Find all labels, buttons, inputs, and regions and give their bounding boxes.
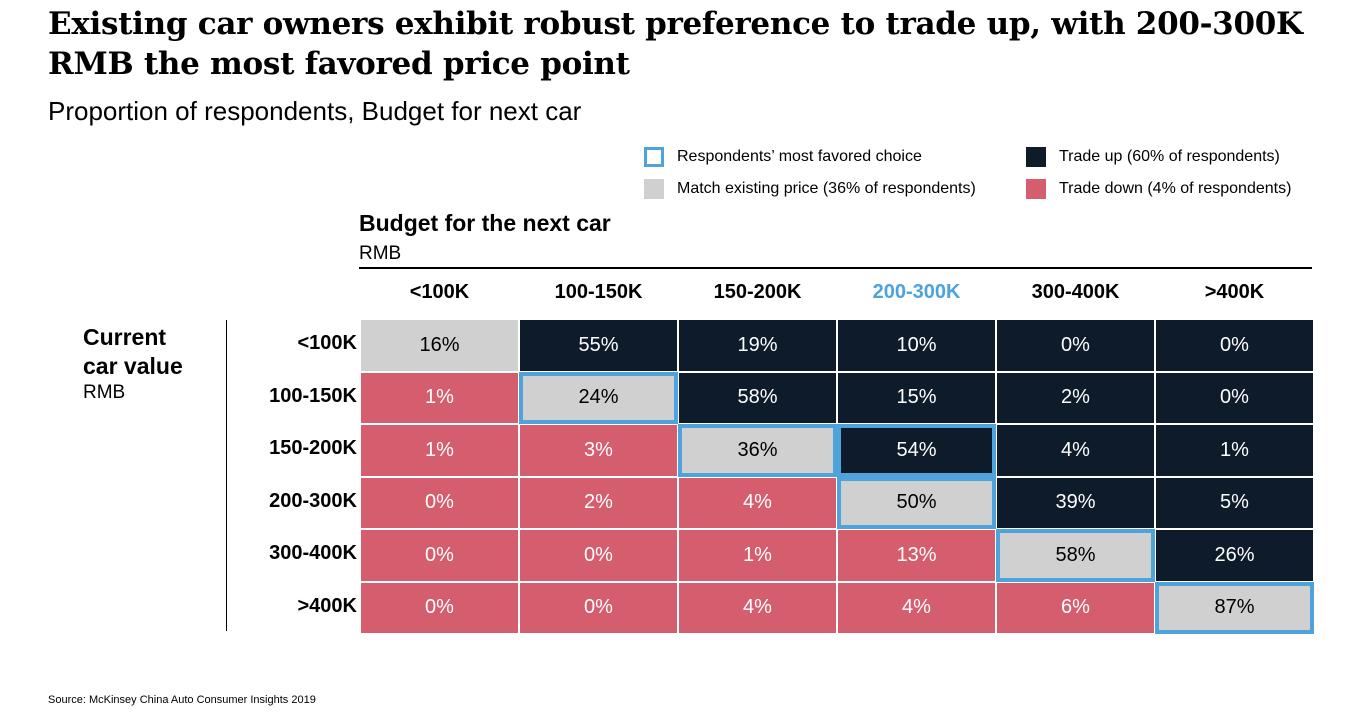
legend-label: Trade up (60% of respondents) xyxy=(1059,148,1280,165)
heatmap-cell: 0% xyxy=(1155,319,1314,372)
legend-swatch-icon xyxy=(1026,147,1046,167)
legend-swatch-icon xyxy=(1026,179,1046,199)
column-header: >400K xyxy=(1204,281,1265,303)
column-header: 150-200K xyxy=(713,281,802,303)
heatmap-cell: 0% xyxy=(996,319,1155,372)
heatmap-cell: 4% xyxy=(678,476,837,529)
column-header: 300-400K xyxy=(1031,281,1120,303)
legend-favored: Respondents’ most favored choice xyxy=(644,146,922,168)
heatmap-cell: 0% xyxy=(1155,371,1314,424)
column-header: <100K xyxy=(409,281,470,303)
row-header: 300-400K xyxy=(269,542,357,564)
heatmap-cell: 4% xyxy=(678,581,837,634)
heatmap-cell-favored: 36% xyxy=(678,424,837,477)
heatmap-cell: 0% xyxy=(519,529,678,582)
legend-outline-swatch-icon xyxy=(644,147,664,167)
heatmap-cell: 0% xyxy=(360,581,519,634)
heatmap-cell: 0% xyxy=(360,529,519,582)
legend-swatch-icon xyxy=(644,179,664,199)
source-note: Source: McKinsey China Auto Consumer Ins… xyxy=(48,694,316,706)
heatmap-cell: 15% xyxy=(837,371,996,424)
row-header: <100K xyxy=(297,332,358,354)
y-axis-unit: RMB xyxy=(83,382,126,403)
heatmap-cell-favored: 50% xyxy=(837,476,996,529)
row-header: >400K xyxy=(297,594,358,617)
page-subtitle: Proportion of respondents, Budget for ne… xyxy=(48,96,582,126)
heatmap-cell: 5% xyxy=(1155,476,1314,529)
heatmap-cell: 19% xyxy=(678,319,837,372)
legend-label: Match existing price (36% of respondents… xyxy=(677,180,976,197)
heatmap-cell: 4% xyxy=(996,424,1155,477)
row-header: 100-150K xyxy=(269,384,357,407)
heatmap-cell: 1% xyxy=(360,371,519,424)
legend-match: Match existing price (36% of respondents… xyxy=(644,178,976,200)
heatmap-cell: 1% xyxy=(678,529,837,582)
heatmap-cell: 16% xyxy=(360,319,519,372)
heatmap-cell: 2% xyxy=(996,371,1155,424)
heatmap-cell-favored: 58% xyxy=(996,529,1155,582)
heatmap-cell: 3% xyxy=(519,424,678,477)
heatmap-cell-favored: 87% xyxy=(1155,581,1314,634)
column-header: 200-300K xyxy=(872,281,961,303)
heatmap-cell: 39% xyxy=(996,476,1155,529)
heatmap-cell: 0% xyxy=(360,476,519,529)
row-header: 150-200K xyxy=(269,437,357,459)
heatmap-cell: 13% xyxy=(837,529,996,582)
legend-trade-down: Trade down (4% of respondents) xyxy=(1026,178,1291,200)
heatmap-cell: 1% xyxy=(1155,424,1314,477)
heatmap-cell: 1% xyxy=(360,424,519,477)
row-header-divider xyxy=(226,320,227,631)
heatmap-cell: 6% xyxy=(996,581,1155,634)
x-axis-unit: RMB xyxy=(359,243,402,264)
legend-trade-up: Trade up (60% of respondents) xyxy=(1026,146,1280,168)
heatmap-cell: 58% xyxy=(678,371,837,424)
heatmap-cell: 2% xyxy=(519,476,678,529)
heatmap-cell-favored: 24% xyxy=(519,371,678,424)
heatmap-cell: 4% xyxy=(837,581,996,634)
page-title: Existing car owners exhibit robust prefe… xyxy=(48,6,1303,82)
heatmap-cell: 55% xyxy=(519,319,678,372)
heatmap-cell: 0% xyxy=(519,581,678,634)
row-header: 200-300K xyxy=(269,489,357,512)
column-header: 100-150K xyxy=(554,281,643,303)
heatmap-cell: 26% xyxy=(1155,529,1314,582)
legend-label: Trade down (4% of respondents) xyxy=(1059,180,1292,197)
heatmap-cell: 10% xyxy=(837,319,996,372)
legend-label: Respondents’ most favored choice xyxy=(677,148,922,165)
header-divider xyxy=(359,267,1312,269)
y-axis-title: Current car value xyxy=(83,324,183,379)
heatmap-cell-favored: 54% xyxy=(837,424,996,477)
x-axis-title: Budget for the next car xyxy=(359,210,611,236)
